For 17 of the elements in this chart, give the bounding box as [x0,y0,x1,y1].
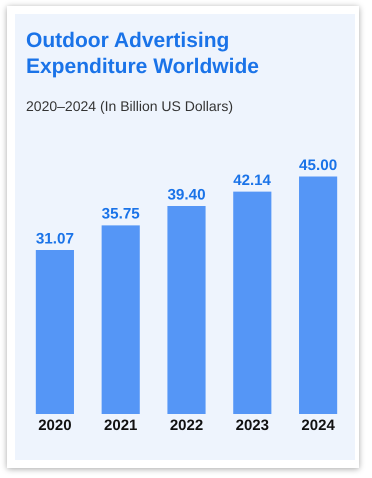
data-label: 45.00 [299,156,338,174]
bar [299,176,338,414]
x-tick-label: 2024 [301,417,336,434]
data-label: 39.40 [167,186,206,204]
bar [233,192,272,414]
bar [102,225,140,414]
data-label: 31.07 [36,230,74,248]
data-label: 42.14 [233,172,272,190]
data-label: 35.75 [102,206,140,223]
bar [36,250,74,414]
x-tick-label: 2020 [38,417,72,434]
x-tick-label: 2022 [170,417,204,434]
chart-subtitle: 2020–2024 (In Billion US Dollars) [26,98,233,114]
x-tick-label: 2021 [104,417,138,434]
chart-title: Outdoor Advertising Expenditure Worldwide [26,28,260,80]
x-tick-label: 2023 [236,417,269,434]
bar [167,206,206,414]
